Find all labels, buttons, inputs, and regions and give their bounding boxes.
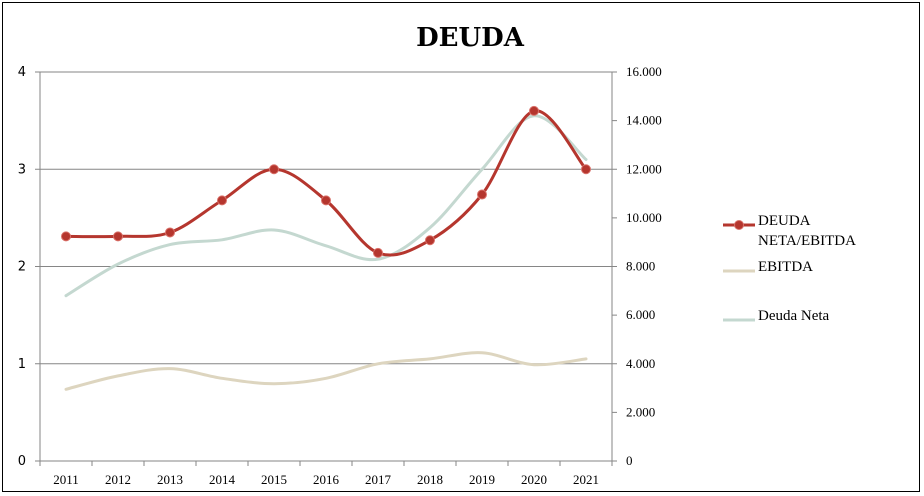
data-point: [425, 235, 435, 246]
x-axis-tick-label: 2019: [469, 472, 495, 487]
right-axis-tick-label: 12.000: [626, 161, 662, 176]
legend-label: DEUDA: [758, 213, 811, 229]
x-axis-tick-label: 2013: [157, 472, 183, 487]
x-axis-tick-label: 2021: [573, 472, 599, 487]
tick-labels: 0 1 2 3 4 0 2.000 4.000 6.000 8.000 10.000 12.000 14…: [18, 64, 662, 487]
x-axis-tick-label: 2014: [209, 472, 236, 487]
gridlines: [40, 71, 612, 365]
right-axis-tick-label: 8.000: [626, 259, 655, 274]
x-axis-tick-label: 2015: [261, 472, 287, 487]
x-axis-tick-label: 2016: [313, 472, 340, 487]
right-axis-tick-label: 0: [626, 453, 633, 468]
series-line-deuda-neta: [64, 114, 588, 298]
right-axis-tick-label: 14.000: [626, 113, 662, 128]
series-lines: [61, 105, 591, 391]
data-point: [581, 164, 591, 175]
legend-label: EBITDA: [758, 259, 813, 275]
x-axis-tick-label: 2017: [365, 472, 392, 487]
left-axis-tick-label: 1: [18, 357, 26, 372]
legend-label: NETA/EBITDA: [758, 233, 856, 249]
data-point: [321, 195, 331, 206]
x-axis-tick-label: 2020: [521, 472, 547, 487]
right-axis-tick-label: 4.000: [626, 356, 655, 371]
data-point: [61, 231, 71, 242]
x-axis-tick-label: 2012: [105, 472, 131, 487]
left-axis-tick-label: 4: [18, 65, 26, 80]
data-point: [373, 247, 383, 258]
data-point: [269, 164, 279, 175]
right-axis-tick-label: 16.000: [626, 64, 662, 79]
data-point: [165, 227, 175, 238]
left-axis-tick-label: 0: [18, 454, 26, 469]
legend-marker: [734, 220, 744, 230]
data-point: [529, 105, 539, 116]
x-axis-tick-label: 2018: [417, 472, 443, 487]
right-axis-tick-label: 2.000: [626, 404, 655, 419]
axes: [35, 71, 617, 466]
left-axis-tick-label: 3: [18, 162, 26, 177]
series-line-deuda-neta-ebitda: [64, 109, 588, 257]
chart-title: DEUDA: [416, 23, 525, 53]
right-axis-tick-label: 10.000: [626, 210, 662, 225]
data-point: [113, 231, 123, 242]
legend-label: Deuda Neta: [758, 308, 830, 324]
series-line-ebitda: [64, 351, 588, 391]
left-axis-tick-label: 2: [18, 260, 26, 275]
legend: DEUDA NETA/EBITDA EBITDA Deuda Neta: [723, 213, 856, 324]
right-axis-tick-label: 6.000: [626, 307, 655, 322]
data-point: [217, 195, 227, 206]
x-axis-tick-label: 2011: [53, 472, 79, 487]
data-point: [477, 189, 487, 200]
